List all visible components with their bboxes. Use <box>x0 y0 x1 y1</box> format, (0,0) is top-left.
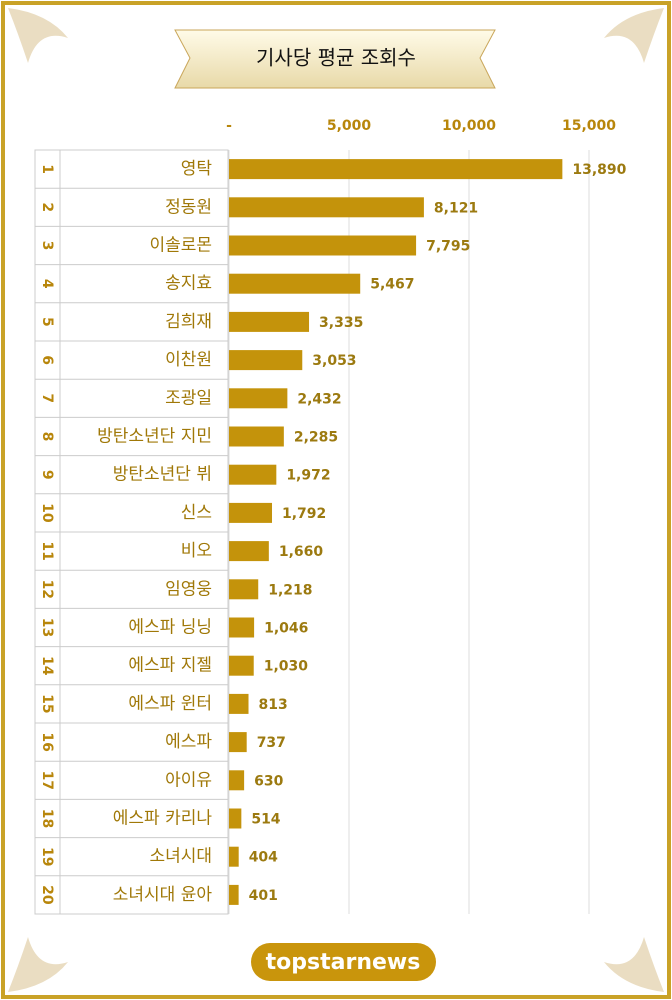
bar <box>229 808 242 829</box>
rank: 10 <box>39 503 55 523</box>
bar <box>229 235 417 256</box>
value-label: 3,335 <box>319 315 363 331</box>
bar <box>229 655 254 676</box>
value-label: 1,218 <box>268 582 312 598</box>
rank: 12 <box>39 580 55 599</box>
category-label: 에스파 <box>165 732 212 752</box>
rank: 9 <box>39 470 55 480</box>
ornament <box>604 8 664 63</box>
bar <box>229 884 239 905</box>
ornament <box>8 937 68 992</box>
rank: 5 <box>39 317 55 327</box>
category-label: 방탄소년단 지민 <box>97 427 212 447</box>
category-label: 소녀시대 <box>149 847 212 867</box>
category-label: 신스 <box>181 503 212 523</box>
logo-badge <box>251 943 436 981</box>
value-label: 1,030 <box>264 659 309 675</box>
category-label: 이찬원 <box>165 350 212 370</box>
x-tick-label: 5,000 <box>327 118 372 134</box>
bar <box>229 846 239 867</box>
category-label: 소녀시대 윤아 <box>113 885 213 905</box>
category-label: 영탁 <box>181 159 213 179</box>
value-label: 2,432 <box>297 391 341 407</box>
value-label: 401 <box>249 888 278 904</box>
rank: 17 <box>39 771 55 790</box>
bar <box>229 273 361 294</box>
x-tick-label: - <box>226 118 232 134</box>
bar <box>229 541 269 562</box>
category-label: 비오 <box>181 541 212 561</box>
rank: 15 <box>39 694 55 713</box>
x-tick-label: 15,000 <box>562 118 616 134</box>
bar <box>229 579 259 600</box>
value-label: 3,053 <box>312 353 356 369</box>
bar <box>229 350 303 371</box>
value-label: 813 <box>259 697 288 713</box>
category-label: 조광일 <box>165 388 212 408</box>
value-label: 8,121 <box>434 200 478 216</box>
value-label: 737 <box>257 735 286 751</box>
ornament <box>8 8 68 63</box>
category-label: 김희재 <box>165 312 212 332</box>
bar <box>229 159 563 180</box>
category-label: 방탄소년단 뷔 <box>113 465 212 485</box>
ornament <box>604 937 664 992</box>
value-label: 404 <box>249 850 278 866</box>
category-label: 임영웅 <box>165 579 212 599</box>
title-banner <box>174 29 496 89</box>
rank: 2 <box>39 202 55 212</box>
value-label: 1,046 <box>264 621 308 637</box>
rank: 14 <box>39 656 55 676</box>
rank: 6 <box>39 355 55 365</box>
bar <box>229 732 247 753</box>
rank: 20 <box>39 885 55 905</box>
bar <box>229 770 245 791</box>
rank: 7 <box>39 393 55 403</box>
value-label: 1,660 <box>279 544 324 560</box>
category-label: 아이유 <box>165 770 212 790</box>
rank: 19 <box>39 847 55 866</box>
category-label: 에스파 닝닝 <box>128 618 212 638</box>
rank: 11 <box>39 541 55 560</box>
category-label: 정동원 <box>165 197 212 217</box>
value-label: 514 <box>251 812 280 828</box>
bar <box>229 617 255 638</box>
value-label: 13,890 <box>572 162 626 178</box>
bar <box>229 502 273 523</box>
category-label: 송지효 <box>165 274 212 294</box>
category-label: 에스파 카리나 <box>113 809 213 829</box>
rank: 4 <box>39 279 55 289</box>
value-label: 630 <box>254 773 283 789</box>
rank: 8 <box>39 432 55 442</box>
value-label: 2,285 <box>294 430 338 446</box>
bar <box>229 388 288 409</box>
x-tick-label: 10,000 <box>442 118 496 134</box>
rank: 3 <box>39 241 55 251</box>
rank: 13 <box>39 618 55 637</box>
bar <box>229 464 277 485</box>
bar <box>229 197 424 218</box>
value-label: 1,792 <box>282 506 326 522</box>
bar <box>229 311 310 332</box>
category-label: 이솔로몬 <box>149 236 212 256</box>
value-label: 5,467 <box>370 277 414 293</box>
chart-title: 기사당 평균 조회수 <box>256 46 416 70</box>
logo: topstarnews <box>266 950 421 975</box>
bar <box>229 426 284 447</box>
category-label: 에스파 윈터 <box>128 694 212 714</box>
rank: 16 <box>39 732 55 751</box>
value-label: 7,795 <box>426 239 470 255</box>
category-label: 에스파 지젤 <box>128 656 212 676</box>
rank: 1 <box>39 164 55 174</box>
rank: 18 <box>39 809 55 828</box>
value-label: 1,972 <box>286 468 330 484</box>
bar <box>229 693 249 714</box>
